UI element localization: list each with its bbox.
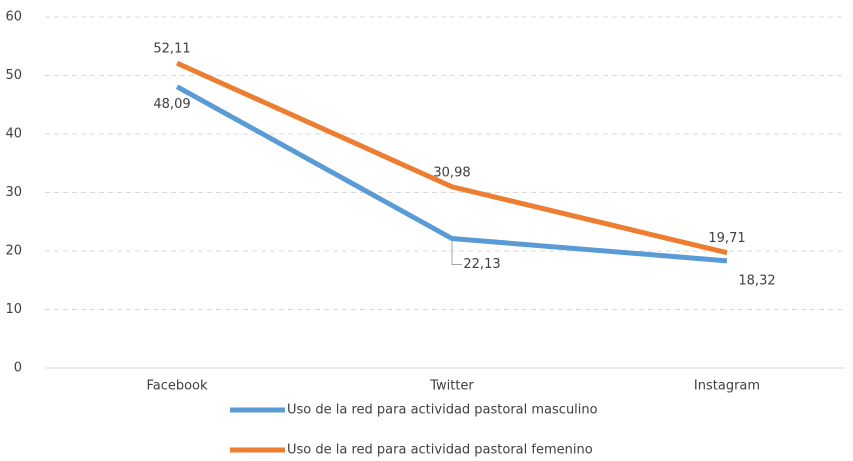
data-label: 52,11 [153,42,190,57]
legend-label: Uso de la red para actividad pastoral fe… [287,443,593,458]
data-label: 18,32 [738,273,775,288]
y-tick-label: 50 [5,68,22,83]
y-tick-label: 10 [5,302,22,317]
data-label: 48,09 [153,97,190,112]
y-tick-label: 60 [5,10,22,25]
x-tick-label: Twitter [429,379,474,394]
data-label: 19,71 [708,231,745,246]
legend-label: Uso de la red para actividad pastoral ma… [287,403,598,418]
y-tick-label: 40 [5,127,22,142]
y-tick-label: 30 [5,185,22,200]
data-label: 30,98 [433,165,470,180]
y-tick-label: 0 [14,361,22,376]
data-label: 22,13 [463,257,500,272]
series-line [175,84,728,264]
y-tick-label: 20 [5,244,22,259]
series-line [175,60,728,256]
leader-line [451,240,462,266]
x-tick-label: Instagram [694,379,760,394]
x-tick-label: Facebook [146,379,208,394]
